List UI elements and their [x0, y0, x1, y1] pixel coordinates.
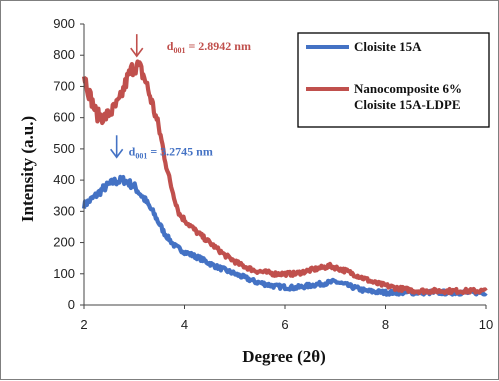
peak-arrow-head: [130, 47, 144, 58]
axes-layer: 0 100 200 300 400 500 600 700 800 900 2 4 6 8 10: [53, 16, 493, 332]
legend: Cloisite 15A Nanocomposite 6% Cloisite 15…: [297, 32, 490, 128]
x-tick-label: 2: [80, 317, 87, 332]
x-tick-label: 10: [479, 317, 493, 332]
x-tick-label: 4: [181, 317, 188, 332]
y-tick-label: 100: [53, 266, 75, 281]
y-tick-label: 600: [53, 110, 75, 125]
x-axis-title: Degree (2θ): [242, 347, 326, 366]
y-tick-label: 200: [53, 235, 75, 250]
annotation-layer: d001 = 3.2745 nm d001 = 2.8942 nm: [110, 34, 251, 160]
y-axis-title: Intensity (a.u.): [18, 116, 37, 222]
x-tick-label: 8: [382, 317, 389, 332]
peak-annotation: d001 = 3.2745 nm: [129, 144, 213, 160]
y-tick-label: 400: [53, 172, 75, 187]
legend-label-line: Nanocomposite 6%: [354, 81, 462, 96]
y-tick-label: 800: [53, 47, 75, 62]
legend-label-line: Cloisite 15A-LDPE: [354, 97, 461, 112]
peak-arrow-head: [110, 148, 124, 159]
x-tick-label: 6: [281, 317, 288, 332]
y-tick-label: 300: [53, 203, 75, 218]
peak-annotation: d001 = 2.8942 nm: [167, 39, 251, 55]
legend-box: [297, 32, 490, 128]
legend-label-nanocomposite: Nanocomposite 6% Cloisite 15A-LDPE: [354, 81, 462, 112]
y-tick-label: 0: [68, 297, 75, 312]
series-line-1: [81, 59, 488, 296]
y-tick-label: 900: [53, 16, 75, 31]
y-tick-label: 700: [53, 78, 75, 93]
legend-label-cloisite: Cloisite 15A: [354, 39, 422, 54]
series-layer: [81, 59, 488, 297]
y-tick-label: 500: [53, 141, 75, 156]
